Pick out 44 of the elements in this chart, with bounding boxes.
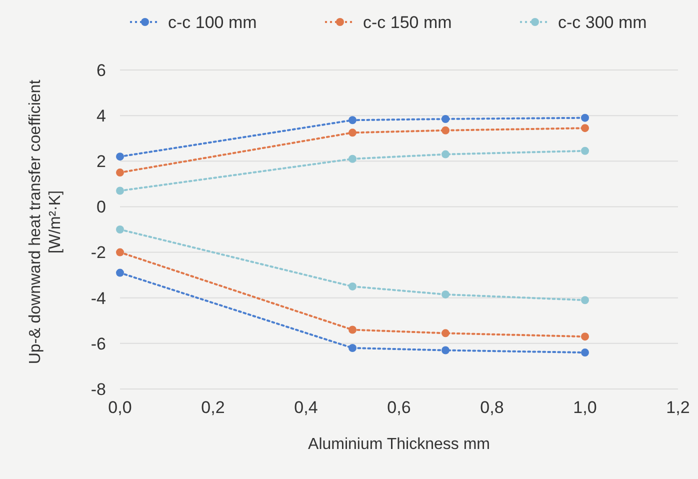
point bbox=[581, 348, 589, 357]
point bbox=[116, 168, 124, 177]
point bbox=[581, 114, 589, 122]
y-tick-label: -2 bbox=[90, 243, 106, 262]
point bbox=[116, 268, 124, 277]
y-axis-title: Up-& downward heat transfer coefficient [W/m²·K] bbox=[27, 79, 64, 364]
point bbox=[442, 329, 450, 338]
y-tick-label: -4 bbox=[90, 288, 106, 308]
point bbox=[348, 326, 356, 334]
point bbox=[581, 124, 589, 132]
x-tick-label: 1,0 bbox=[573, 398, 597, 417]
x-tick-label: 1,2 bbox=[666, 398, 690, 417]
point bbox=[348, 128, 356, 137]
point bbox=[442, 114, 450, 123]
point bbox=[442, 346, 450, 354]
y-tick-label: 0 bbox=[96, 198, 106, 217]
legend-label: c-c 100 mm bbox=[168, 12, 257, 32]
x-axis-title: Aluminium Thickness mm bbox=[308, 436, 490, 453]
point bbox=[116, 186, 124, 195]
point bbox=[116, 226, 124, 234]
point bbox=[348, 344, 356, 352]
x-tick-label: 0,0 bbox=[108, 398, 132, 417]
point bbox=[348, 116, 356, 124]
point bbox=[348, 282, 356, 290]
point bbox=[116, 152, 124, 161]
point bbox=[348, 154, 356, 163]
y-tick-label: 6 bbox=[96, 60, 106, 80]
x-tick-label: 0,6 bbox=[387, 398, 411, 417]
legend-label: c-c 300 mm bbox=[558, 12, 647, 32]
legend-label: c-c 150 mm bbox=[363, 12, 452, 32]
y-tick-label: 2 bbox=[96, 152, 106, 172]
point bbox=[442, 290, 450, 298]
point bbox=[581, 296, 589, 304]
point bbox=[442, 126, 450, 134]
point bbox=[581, 146, 589, 155]
point bbox=[116, 248, 124, 256]
y-tick-label: 4 bbox=[96, 106, 106, 126]
y-tick-label: -8 bbox=[90, 380, 106, 399]
point bbox=[581, 332, 589, 341]
point bbox=[442, 150, 450, 158]
x-tick-label: 0,8 bbox=[480, 398, 504, 417]
x-tick-label: 0,4 bbox=[294, 398, 318, 417]
x-tick-label: 0,2 bbox=[201, 398, 225, 417]
y-tick-label: -6 bbox=[90, 334, 106, 354]
